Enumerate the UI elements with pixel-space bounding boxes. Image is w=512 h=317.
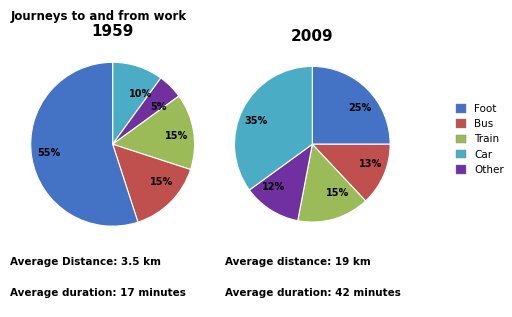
Wedge shape: [312, 66, 390, 144]
Text: Average Distance: 3.5 km: Average Distance: 3.5 km: [10, 257, 161, 267]
Title: 2009: 2009: [291, 29, 334, 44]
Text: 13%: 13%: [359, 159, 382, 169]
Wedge shape: [31, 62, 138, 226]
Text: 15%: 15%: [165, 131, 188, 141]
Wedge shape: [298, 144, 366, 222]
Text: Journeys to and from work: Journeys to and from work: [10, 10, 186, 23]
Text: 15%: 15%: [327, 188, 350, 198]
Wedge shape: [113, 144, 190, 222]
Text: 10%: 10%: [129, 88, 153, 99]
Legend: Foot, Bus, Train, Car, Other: Foot, Bus, Train, Car, Other: [456, 104, 504, 175]
Title: 1959: 1959: [92, 24, 134, 39]
Text: 12%: 12%: [262, 182, 285, 192]
Text: 55%: 55%: [37, 148, 60, 158]
Text: Average duration: 17 minutes: Average duration: 17 minutes: [10, 288, 186, 299]
Wedge shape: [312, 144, 390, 201]
Wedge shape: [113, 78, 179, 144]
Text: Average duration: 42 minutes: Average duration: 42 minutes: [225, 288, 401, 299]
Wedge shape: [113, 62, 161, 144]
Text: 5%: 5%: [151, 101, 167, 112]
Wedge shape: [249, 144, 312, 221]
Text: Average distance: 19 km: Average distance: 19 km: [225, 257, 371, 267]
Wedge shape: [113, 96, 195, 170]
Wedge shape: [234, 66, 312, 190]
Text: 15%: 15%: [151, 177, 174, 187]
Text: 25%: 25%: [348, 103, 371, 113]
Text: 35%: 35%: [244, 116, 267, 126]
